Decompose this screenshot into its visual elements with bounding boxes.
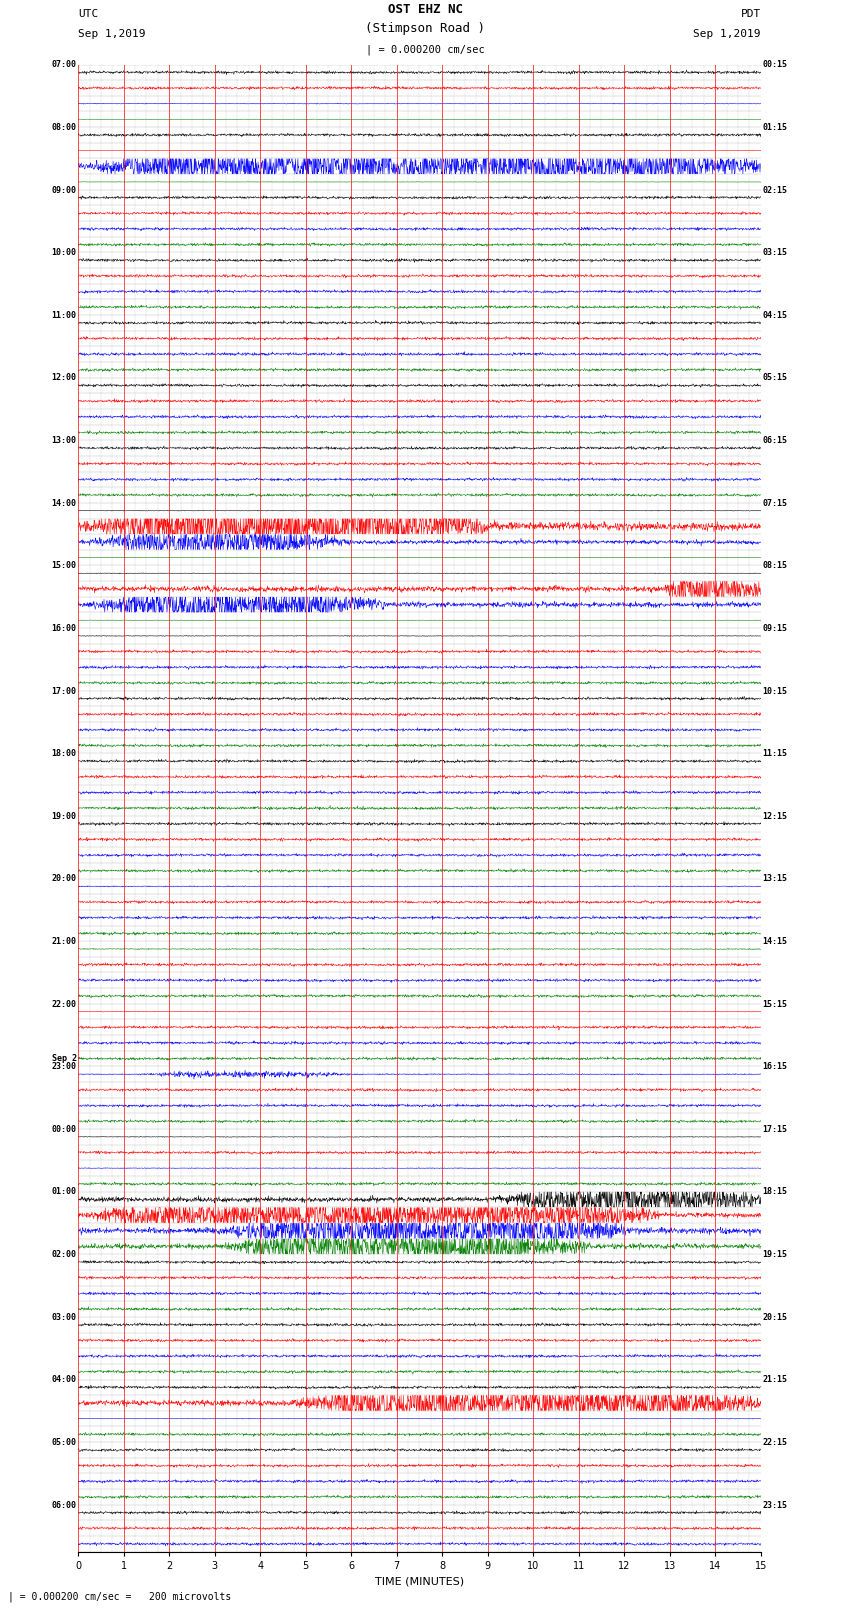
Text: PDT: PDT: [740, 10, 761, 19]
Text: 08:15: 08:15: [762, 561, 787, 571]
Text: 01:00: 01:00: [52, 1187, 76, 1197]
Text: 12:00: 12:00: [52, 374, 76, 382]
Text: 21:00: 21:00: [52, 937, 76, 945]
Text: Sep 1,2019: Sep 1,2019: [78, 29, 145, 39]
Text: 12:15: 12:15: [762, 811, 787, 821]
Text: 10:00: 10:00: [52, 248, 76, 256]
Text: 04:00: 04:00: [52, 1376, 76, 1384]
Text: 19:15: 19:15: [762, 1250, 787, 1260]
X-axis label: TIME (MINUTES): TIME (MINUTES): [375, 1576, 464, 1586]
Text: 18:15: 18:15: [762, 1187, 787, 1197]
Text: | = 0.000200 cm/sec: | = 0.000200 cm/sec: [366, 44, 484, 55]
Text: 05:15: 05:15: [762, 374, 787, 382]
Text: 18:00: 18:00: [52, 748, 76, 758]
Text: (Stimpson Road ): (Stimpson Road ): [365, 23, 485, 35]
Text: 16:15: 16:15: [762, 1063, 787, 1071]
Text: 05:00: 05:00: [52, 1437, 76, 1447]
Text: 20:15: 20:15: [762, 1313, 787, 1321]
Text: 10:15: 10:15: [762, 687, 787, 695]
Text: 02:15: 02:15: [762, 185, 787, 195]
Text: 15:00: 15:00: [52, 561, 76, 571]
Text: UTC: UTC: [78, 10, 99, 19]
Text: 17:15: 17:15: [762, 1124, 787, 1134]
Text: 11:00: 11:00: [52, 311, 76, 319]
Text: 09:00: 09:00: [52, 185, 76, 195]
Text: 14:00: 14:00: [52, 498, 76, 508]
Text: 03:00: 03:00: [52, 1313, 76, 1321]
Text: 22:15: 22:15: [762, 1437, 787, 1447]
Text: 14:15: 14:15: [762, 937, 787, 945]
Text: 23:00: 23:00: [52, 1063, 76, 1071]
Text: 13:00: 13:00: [52, 436, 76, 445]
Text: 15:15: 15:15: [762, 1000, 787, 1008]
Text: 07:15: 07:15: [762, 498, 787, 508]
Text: 06:00: 06:00: [52, 1500, 76, 1510]
Text: OST EHZ NC: OST EHZ NC: [388, 3, 462, 16]
Text: Sep 1,2019: Sep 1,2019: [694, 29, 761, 39]
Text: 09:15: 09:15: [762, 624, 787, 632]
Text: 06:15: 06:15: [762, 436, 787, 445]
Text: 03:15: 03:15: [762, 248, 787, 256]
Text: 23:15: 23:15: [762, 1500, 787, 1510]
Text: 07:00: 07:00: [52, 60, 76, 69]
Text: 00:15: 00:15: [762, 60, 787, 69]
Text: 02:00: 02:00: [52, 1250, 76, 1260]
Text: 19:00: 19:00: [52, 811, 76, 821]
Text: 22:00: 22:00: [52, 1000, 76, 1008]
Text: 13:15: 13:15: [762, 874, 787, 884]
Text: 00:00: 00:00: [52, 1124, 76, 1134]
Text: 11:15: 11:15: [762, 748, 787, 758]
Text: 16:00: 16:00: [52, 624, 76, 632]
Text: 08:00: 08:00: [52, 123, 76, 132]
Text: | = 0.000200 cm/sec =   200 microvolts: | = 0.000200 cm/sec = 200 microvolts: [8, 1592, 232, 1602]
Text: 17:00: 17:00: [52, 687, 76, 695]
Text: Sep 2: Sep 2: [52, 1053, 76, 1063]
Text: 04:15: 04:15: [762, 311, 787, 319]
Text: 20:00: 20:00: [52, 874, 76, 884]
Text: 21:15: 21:15: [762, 1376, 787, 1384]
Text: 01:15: 01:15: [762, 123, 787, 132]
